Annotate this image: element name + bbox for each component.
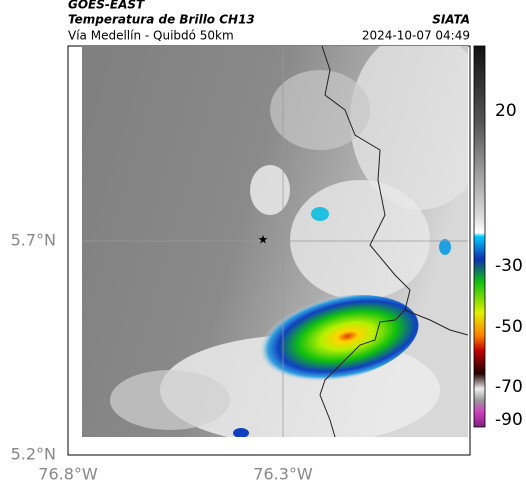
satellite: GOES-EAST (68, 0, 145, 12)
lon-label: 76.3°W (253, 465, 313, 484)
colorbar-tick-label: 20 (495, 101, 517, 121)
colorbar-tick-label: -90 (495, 410, 523, 430)
lat-label: 5.7°N (11, 231, 56, 250)
svg-text:★: ★ (258, 233, 269, 247)
lat-label: 5.2°N (11, 445, 56, 464)
colorbar-labels: 20 -30 -50 -70 -90 (495, 101, 523, 430)
region: Vía Medellín - Quibdó 50km (68, 29, 234, 43)
colorbar-tick-label: -30 (495, 256, 523, 276)
satellite-image: ★ (82, 46, 468, 437)
timestamp: 2024-10-07 04:49 (362, 29, 470, 43)
colorbar-tick-label: -50 (495, 317, 523, 337)
lon-label: 76.8°W (38, 465, 98, 484)
product: Temperatura de Brillo CH13 (68, 13, 255, 27)
source: SIATA (432, 13, 470, 27)
colorbar (473, 45, 486, 428)
colorbar-tick-label: -70 (495, 377, 523, 397)
